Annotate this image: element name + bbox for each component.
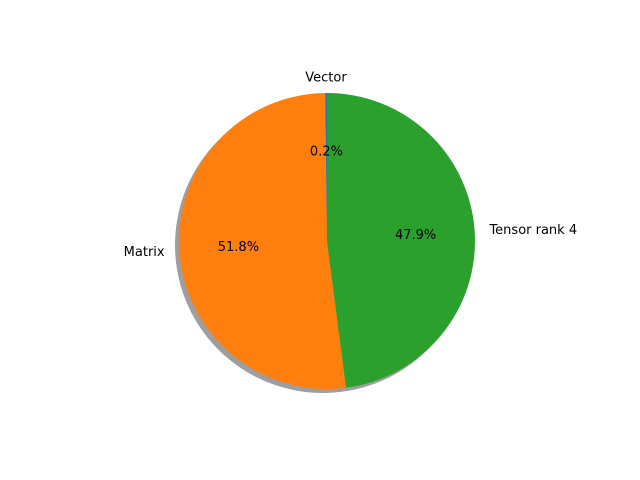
pie-slices bbox=[179, 92, 475, 389]
slice-label-matrix: Matrix bbox=[124, 245, 165, 260]
pie-slice-tensor-rank-4 bbox=[327, 93, 475, 388]
slice-percent-matrix: 51.8% bbox=[218, 240, 259, 255]
slice-label-tensor-rank-4: Tensor rank 4 bbox=[488, 223, 577, 238]
pie-slice-matrix bbox=[179, 93, 347, 389]
slice-label-vector: Vector bbox=[305, 71, 347, 86]
pie-slice-vector bbox=[325, 92, 327, 242]
slice-percent-tensor-rank-4: 47.9% bbox=[395, 228, 436, 243]
slice-percent-vector: 0.2% bbox=[310, 145, 343, 160]
pie-labels: Vector 0.2% Matrix 51.8% Tensor rank 4 47.9% bbox=[124, 71, 577, 260]
